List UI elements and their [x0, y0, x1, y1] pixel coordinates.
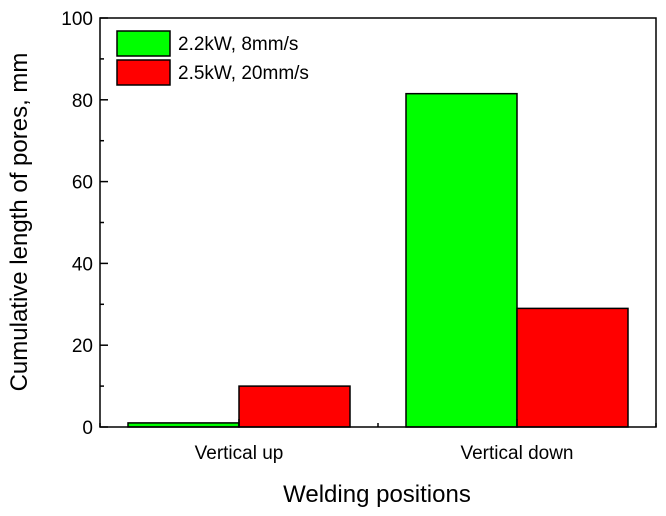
y-axis-title: Cumulative length of pores, mm	[6, 53, 33, 392]
y-tick-label: 40	[72, 254, 93, 275]
y-tick-label: 60	[72, 173, 93, 194]
y-tick-label: 20	[72, 336, 93, 357]
y-tick-label: 0	[82, 418, 93, 439]
ticks-layer: 0 20 40 60 80 100 Vertical up Vertical down	[61, 9, 657, 464]
y-tick-label: 80	[72, 91, 93, 112]
bar-series-1-vertical-down	[405, 92, 518, 428]
legend-swatch-1	[116, 30, 171, 57]
x-tick-label: Vertical up	[195, 443, 284, 464]
x-axis-title: Welding positions	[283, 481, 471, 508]
bar-series-2-vertical-down	[516, 307, 629, 428]
x-tick-label: Vertical down	[460, 443, 573, 464]
y-tick-label: 100	[61, 9, 93, 30]
legend-swatch-2	[116, 59, 171, 86]
legend: 2.2kW, 8mm/s 2.5kW, 20mm/s	[116, 30, 309, 86]
bars-layer	[127, 92, 629, 428]
legend-label-1: 2.2kW, 8mm/s	[178, 34, 298, 55]
bar-series-2-vertical-up	[238, 385, 351, 428]
legend-label-2: 2.5kW, 20mm/s	[178, 63, 309, 84]
